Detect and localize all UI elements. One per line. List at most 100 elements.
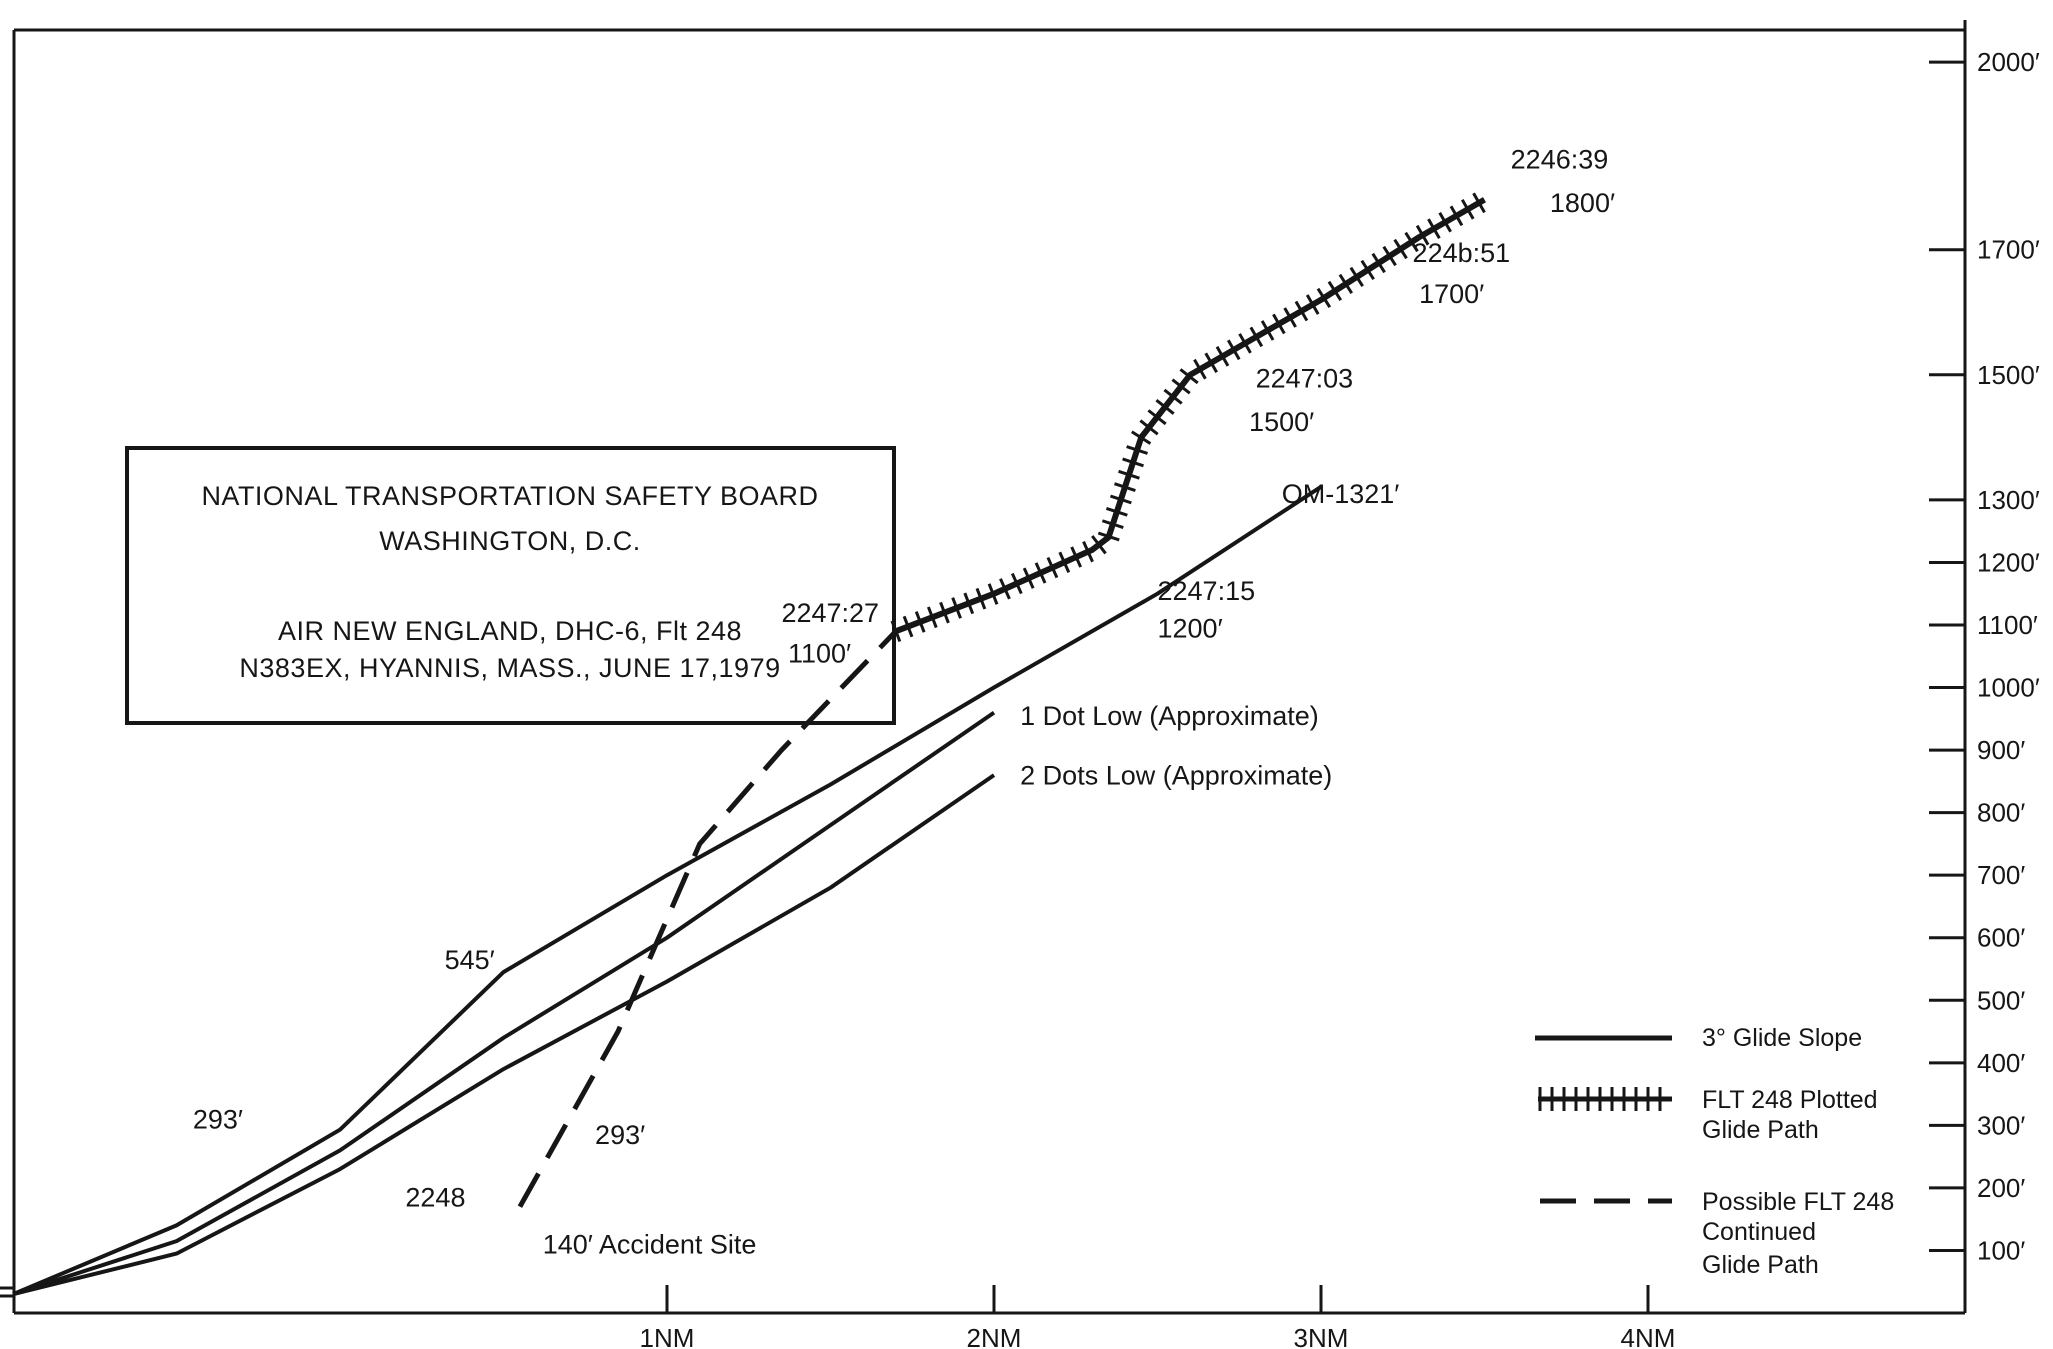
legend-swatch-hatched [1538, 1087, 1672, 1111]
hatch-mark [1249, 326, 1264, 348]
hatch-mark [1316, 287, 1332, 309]
x-tick-label: 2NM [967, 1323, 1022, 1349]
hatch-mark [1139, 419, 1159, 436]
hatch-mark [1118, 469, 1140, 480]
hatch-mark [1171, 378, 1191, 395]
title-box: NATIONAL TRANSPORTATION SAFETY BOARD WAS… [125, 446, 896, 725]
y-tick-label: 1200′ [1977, 547, 2040, 577]
hatch-mark [1338, 273, 1353, 295]
hatch-mark [1438, 211, 1452, 233]
hatch-mark [1070, 546, 1083, 568]
hatch-mark [1114, 482, 1136, 492]
annotation-label: 2 Dots Low (Approximate) [1020, 760, 1332, 790]
annotation-label: 293′ [595, 1120, 645, 1150]
hatch-mark [951, 597, 962, 619]
hatch-mark [1091, 535, 1107, 555]
hatch-mark [914, 611, 926, 633]
y-tick-label: 500′ [1977, 985, 2025, 1015]
hatch-mark [1105, 506, 1128, 517]
annotation-label: 2247:27 [781, 598, 879, 628]
legend-label-possible-3: Glide Path [1702, 1251, 1819, 1279]
annotation-label: 293′ [193, 1104, 243, 1134]
legend: 3° Glide Slope FLT 248 Plotted Glide Pat… [1535, 1024, 1894, 1279]
annotations: 2246:39 1800′ 224b:51 1700′ 2247:03 1500′ OM-1… [193, 144, 1615, 1259]
series-line-1 [12, 710, 996, 1297]
hatch-mark [1163, 388, 1183, 405]
hatch-mark [1283, 307, 1297, 328]
hatch-mark [1305, 294, 1320, 315]
hatch-mark [1204, 352, 1218, 374]
annotation-label: 1700′ [1419, 279, 1484, 309]
annotation-label: 2247:15 [1158, 576, 1256, 606]
x-axis: 1NM 2NM 3NM 4NM [14, 1285, 1965, 1349]
legend-label-glide-slope: 3° Glide Slope [1702, 1024, 1862, 1052]
hatch-mark [1131, 430, 1152, 445]
hatch-mark [1427, 218, 1441, 239]
series-line-0 [12, 485, 1323, 1297]
hatch-mark [1460, 199, 1475, 220]
hatch-mark [1022, 567, 1035, 589]
annotation-label: 140′ Accident Site [543, 1230, 757, 1260]
hatch-mark [1272, 313, 1286, 335]
annotation-label: 1800′ [1550, 188, 1615, 218]
title-line-3: AIR NEW ENGLAND, DHC-6, Flt 248 [278, 616, 742, 646]
y-tick-label: 1700′ [1977, 235, 2040, 265]
hatch-mark [1122, 457, 1144, 468]
hatch-mark [1404, 231, 1419, 253]
runway: RUNWAY 24 [0, 1286, 13, 1298]
hatch-mark [1415, 224, 1430, 246]
annotation-label: 1 Dot Low (Approximate) [1020, 701, 1319, 731]
y-tick-label: 700′ [1977, 860, 2025, 890]
hatch-mark [1238, 333, 1252, 354]
hatch-mark [1082, 541, 1094, 563]
series-line-4 [517, 629, 898, 1208]
hatch-mark [1010, 572, 1023, 595]
hatch-mark [1382, 245, 1397, 267]
annotation-label: 2248 [405, 1183, 465, 1213]
hatch-mark [1349, 266, 1364, 288]
hatch-mark [1260, 320, 1275, 341]
hatch-mark [1294, 300, 1309, 322]
hatch-mark [1046, 556, 1059, 579]
annotation-label: 1100′ [788, 639, 851, 669]
title-line-4: N383EX, HYANNIS, MASS., JUNE 17,1979 [239, 653, 780, 683]
series-group [12, 192, 1486, 1297]
hatch-mark [1472, 192, 1486, 214]
hatch-mark [939, 601, 950, 624]
title-line-1: NATIONAL TRANSPORTATION SAFETY BOARD [201, 481, 818, 511]
hatch-mark [926, 606, 938, 629]
hatch-mark [1147, 409, 1167, 426]
hatch-mark [1371, 252, 1386, 274]
hatch-mark [1101, 519, 1124, 530]
hatch-mark [963, 592, 975, 615]
legend-label-flt-plotted-2: Glide Path [1702, 1116, 1819, 1144]
y-tick-label: 900′ [1977, 735, 2025, 765]
hatch-mark [1155, 398, 1175, 415]
y-tick-label: 1000′ [1977, 673, 2040, 703]
y-tick-label: 100′ [1977, 1235, 2025, 1265]
legend-label-possible-1: Possible FLT 248 [1702, 1188, 1894, 1216]
legend-label-possible-2: Continued [1702, 1218, 1816, 1246]
series-line-2 [12, 773, 996, 1297]
hatch-mark [1097, 531, 1120, 542]
hatch-mark [1393, 238, 1408, 260]
legend-label-flt-plotted-1: FLT 248 Plotted [1702, 1086, 1878, 1114]
annotation-label: 545′ [445, 945, 495, 975]
hatch-mark [1109, 494, 1132, 505]
y-tick-label: 1100′ [1977, 610, 2038, 640]
hatch-mark [1193, 358, 1207, 380]
hatch-mark [975, 587, 987, 610]
title-box-border [125, 446, 896, 725]
y-tick-label: 2000′ [1977, 47, 2040, 77]
hatch-mark [1449, 205, 1464, 227]
annotation-label: 2247:03 [1256, 363, 1354, 393]
hatch-mark [902, 615, 914, 638]
hatch-mark [1058, 551, 1071, 573]
x-tick-label: 1NM [640, 1323, 695, 1349]
y-tick-label: 300′ [1977, 1110, 2025, 1140]
y-tick-label: 400′ [1977, 1048, 2025, 1078]
annotation-label: 1500′ [1249, 407, 1314, 437]
hatch-mark [1215, 345, 1230, 367]
y-axis: 100′ 200′ 300′ 400′ 500′ 600′ 700′ 800′ 900′ 1000… [1929, 20, 2040, 1313]
